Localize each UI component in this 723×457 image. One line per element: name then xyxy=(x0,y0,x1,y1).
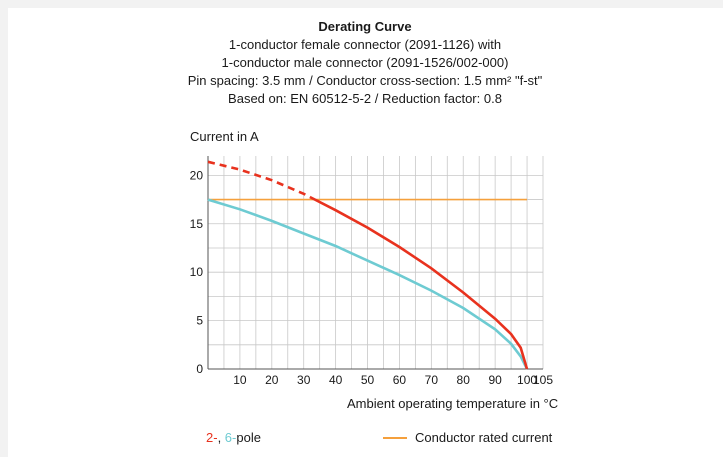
legend-rated-swatch xyxy=(383,436,407,439)
x-tick-label: 105 xyxy=(533,373,553,387)
x-tick-label: 90 xyxy=(488,373,502,387)
chart-subtitle-3: Pin spacing: 3.5 mm / Conductor cross-se… xyxy=(187,73,543,88)
x-tick-label: 20 xyxy=(265,373,279,387)
y-tick-label: 0 xyxy=(196,362,203,376)
legend-rated-label: Conductor rated current xyxy=(415,430,553,445)
series-line-2-pole xyxy=(309,195,529,370)
chart-subtitle-2: 1-conductor male connector (2091-1526/00… xyxy=(221,55,509,70)
y-axis-title: Current in A xyxy=(190,129,259,144)
x-axis-title: Ambient operating temperature in °C xyxy=(347,396,558,411)
chart-title-block: Derating Curve 1-conductor female connec… xyxy=(0,18,723,108)
grid xyxy=(207,156,544,370)
series-lines xyxy=(207,160,529,370)
x-tick-label: 30 xyxy=(297,373,311,387)
legend-rated: Conductor rated current xyxy=(383,430,552,445)
legend-pole-6: 6- xyxy=(224,430,237,445)
x-tick-label: 70 xyxy=(425,373,439,387)
x-tick-label: 50 xyxy=(361,373,375,387)
x-tick-label: 80 xyxy=(457,373,471,387)
chart-subtitle-1: 1-conductor female connector (2091-1126)… xyxy=(228,37,502,52)
x-tick-label: 60 xyxy=(393,373,407,387)
series-line-2-pole-dashed xyxy=(207,160,311,199)
legend-pole-2: 2- xyxy=(206,430,218,445)
y-tick-label: 10 xyxy=(190,265,204,279)
x-tick-label: 10 xyxy=(233,373,247,387)
legend-pole: 2-, 6-pole xyxy=(206,430,261,445)
y-tick-label: 20 xyxy=(190,168,204,182)
chart-subtitle-4: Based on: EN 60512-5-2 / Reduction facto… xyxy=(228,91,502,106)
x-tick-label: 40 xyxy=(329,373,343,387)
chart-card xyxy=(8,8,723,457)
y-tick-label: 5 xyxy=(196,314,203,328)
x-tick-label: 100 xyxy=(517,373,537,387)
series-line-6-pole xyxy=(207,198,529,370)
legend-pole-text: pole xyxy=(236,430,261,445)
legend-pole-sep: , xyxy=(217,430,225,445)
chart-title: Derating Curve xyxy=(318,19,412,34)
y-tick-label: 15 xyxy=(190,217,204,231)
